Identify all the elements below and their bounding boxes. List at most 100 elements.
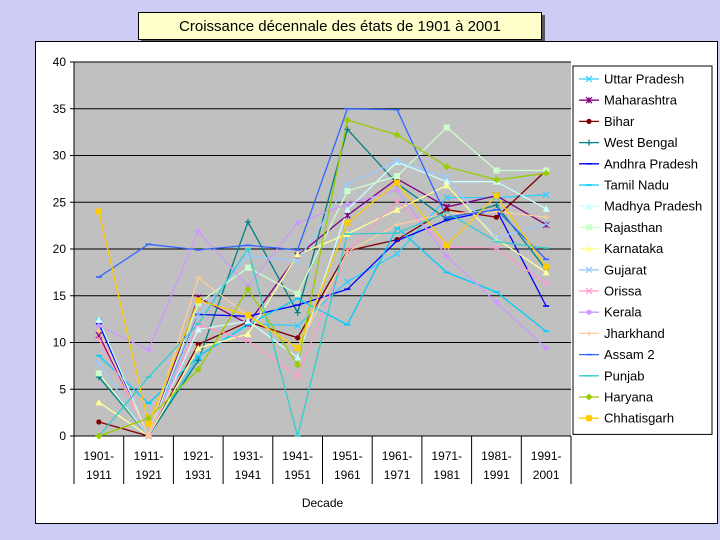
legend-label-karnataka: Karnataka [604, 241, 664, 256]
x-tick-label: 1991 [483, 468, 510, 482]
series-line-madhya-pradesh [98, 161, 547, 438]
legend-marker-jharkhand [586, 330, 592, 337]
data-point-bihar [493, 214, 500, 220]
legend-label-andhra-pradesh: Andhra Pradesh [604, 156, 698, 171]
series-line-chhatisgarh [98, 181, 547, 426]
data-point-jharkhand [394, 221, 401, 228]
data-point-jharkhand [443, 210, 450, 217]
data-point-jharkhand [543, 214, 550, 221]
data-point-haryana [393, 131, 401, 139]
data-point-uttar-pradesh [294, 322, 302, 330]
data-point-bihar [394, 237, 400, 243]
series-line-assam-2 [98, 108, 547, 278]
data-point-bihar [444, 207, 450, 213]
data-point-uttar-pradesh [393, 250, 401, 258]
data-point-rajasthan [443, 124, 450, 131]
legend-label-uttar-pradesh: Uttar Pradesh [604, 72, 684, 87]
data-point-rajasthan [344, 188, 351, 195]
series-line-jharkhand [98, 210, 547, 438]
data-point-kerala [145, 347, 152, 353]
data-point-rajasthan [493, 167, 500, 174]
data-point-orissa [393, 197, 401, 205]
data-point-haryana [443, 163, 451, 171]
legend-marker-orissa [585, 287, 593, 295]
data-point-chhatisgarh [145, 420, 152, 427]
legend-label-gujarat: Gujarat [604, 262, 647, 277]
data-point-kerala [444, 253, 450, 260]
x-tick-label: 1961- [382, 449, 413, 463]
x-tick-label: 1941 [235, 468, 262, 482]
legend-label-tamil-nadu: Tamil Nadu [604, 178, 669, 193]
legend-label-assam-2: Assam 2 [604, 347, 655, 362]
data-point-kerala [344, 201, 350, 207]
line-chart: 0 5 10 15 20 25 30 35 40 1901- 1911 1911- 1921 1921- 1… [53, 55, 713, 510]
data-point-madhya-pradesh [294, 353, 302, 361]
legend-label-punjab: Punjab [604, 368, 644, 383]
series-line-gujarat [98, 160, 547, 438]
data-point-bihar [96, 419, 102, 425]
data-point-uttar-pradesh [542, 191, 550, 199]
chart-title-box: Croissance décennale des états de 1901 à… [138, 12, 542, 40]
data-point-haryana [542, 169, 550, 177]
data-point-jharkhand [344, 248, 351, 255]
data-point-karnataka [542, 268, 550, 276]
data-point-karnataka [194, 344, 202, 352]
legend-marker-rajasthan [586, 224, 592, 231]
x-tick-label: 1941- [282, 449, 313, 463]
y-tick-label: 25 [53, 195, 67, 209]
legend-label-orissa: Orissa [604, 284, 642, 299]
data-point-madhya-pradesh [95, 316, 103, 324]
data-point-madhya-pradesh [343, 206, 351, 213]
legend-label-bihar: Bihar [604, 114, 635, 129]
data-point-kerala [96, 323, 102, 329]
data-point-haryana [492, 176, 500, 184]
x-tick-label: 1961 [334, 468, 361, 482]
legend-label-maharashtra: Maharashtra [604, 93, 678, 108]
data-point-gujarat [542, 220, 550, 228]
data-point-orissa [244, 337, 252, 345]
data-point-karnataka [393, 206, 401, 213]
data-point-orissa [294, 372, 302, 380]
data-point-jharkhand [95, 328, 102, 335]
legend-marker-maharashtra [585, 96, 593, 104]
y-tick-label: 40 [53, 55, 67, 69]
series-line-haryana [98, 119, 547, 437]
series-line-uttar-pradesh [98, 194, 547, 438]
x-tick-label: 1981 [433, 468, 460, 482]
data-point-west-bengal [244, 218, 251, 225]
series-line-kerala [98, 189, 547, 351]
y-tick-label: 15 [53, 289, 67, 303]
y-tick-label: 5 [59, 382, 66, 396]
chart-title: Croissance décennale des états de 1901 à… [179, 17, 501, 35]
data-point-orissa [493, 244, 500, 252]
data-point-haryana [244, 285, 252, 293]
legend-marker-chhatisgarh [586, 415, 592, 422]
data-point-madhya-pradesh [542, 205, 550, 212]
data-point-rajasthan [95, 370, 102, 377]
data-point-uttar-pradesh [443, 194, 451, 201]
data-point-gujarat [194, 311, 202, 319]
data-point-chhatisgarh [95, 208, 102, 215]
legend-label-chhatisgarh: Chhatisgarh [604, 411, 674, 426]
data-point-chhatisgarh [344, 219, 351, 226]
y-tick-label: 30 [53, 149, 67, 163]
data-point-maharashtra [343, 211, 351, 219]
data-point-rajasthan [394, 173, 401, 180]
data-point-orissa [542, 280, 550, 288]
legend-label-jharkhand: Jharkhand [604, 326, 665, 341]
data-point-rajasthan [294, 290, 301, 297]
data-point-kerala [195, 228, 201, 234]
legend-label-kerala: Kerala [604, 305, 642, 320]
series-line-maharashtra [98, 178, 547, 438]
data-point-gujarat [244, 252, 252, 259]
data-point-karnataka [95, 398, 103, 406]
series-line-punjab [98, 211, 547, 437]
legend-label-madhya-pradesh: Madhya Pradesh [604, 199, 702, 214]
x-tick-label: 1951- [332, 449, 363, 463]
data-point-karnataka [244, 330, 252, 338]
x-tick-label: 1921 [135, 468, 162, 482]
data-point-gujarat [95, 359, 103, 367]
legend-marker-uttar-pradesh [585, 75, 593, 83]
data-point-madhya-pradesh [244, 317, 252, 324]
data-point-west-bengal [195, 357, 202, 364]
